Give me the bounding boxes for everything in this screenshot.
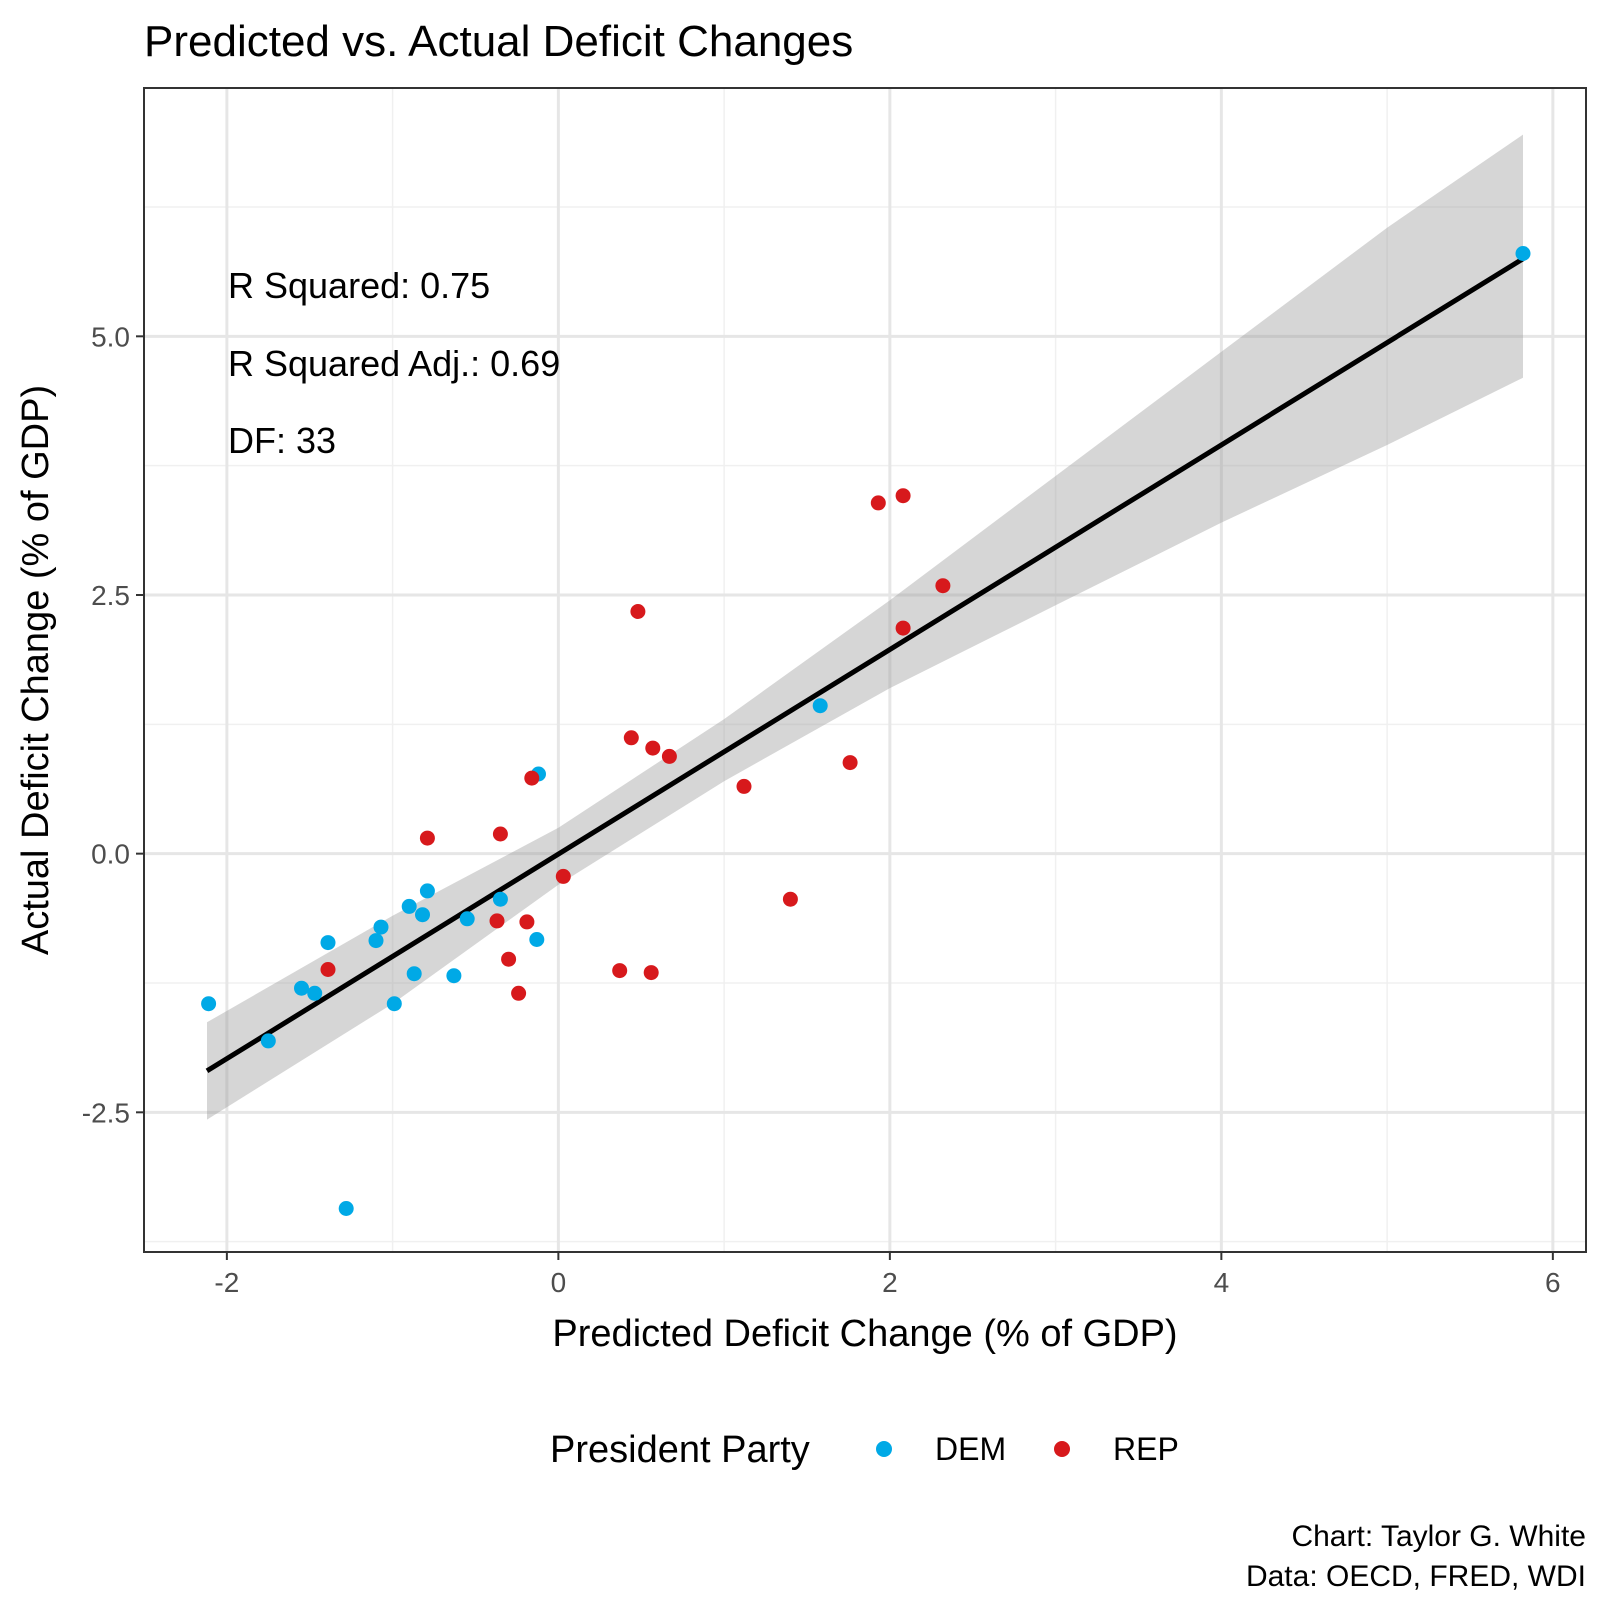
- point-rep: [842, 755, 858, 771]
- point-rep: [419, 830, 435, 846]
- point-rep: [492, 826, 508, 842]
- point-dem: [368, 933, 384, 949]
- point-dem: [320, 935, 336, 951]
- point-rep: [643, 965, 659, 981]
- point-dem: [415, 907, 430, 923]
- grid-lines: [144, 88, 1586, 1252]
- y-tick-label: 5.0: [91, 321, 130, 352]
- plot-panel: [143, 87, 1587, 1253]
- point-rep: [320, 962, 336, 977]
- point-dem: [406, 966, 422, 982]
- x-tick-label: 6: [1545, 1267, 1561, 1298]
- caption-data-source: Data: OECD, FRED, WDI: [1246, 1560, 1586, 1593]
- confidence-band-layer: [207, 134, 1523, 1120]
- x-axis-ticks: -2 0 2 4 6: [214, 1252, 1561, 1298]
- confidence-band: [207, 134, 1523, 1120]
- x-tick-label: 0: [551, 1267, 567, 1298]
- annotation-r-squared-adj: R Squared Adj.: 0.69: [228, 343, 560, 384]
- point-dem: [812, 698, 828, 714]
- points-layer: [201, 246, 1531, 1216]
- point-dem: [1515, 246, 1531, 261]
- fit-statistics: R Squared: 0.75 R Squared Adj.: 0.69 DF:…: [228, 265, 560, 461]
- point-dem: [492, 891, 508, 907]
- point-rep: [736, 778, 752, 794]
- annotation-r-squared: R Squared: 0.75: [228, 265, 490, 306]
- legend-rep-marker: [1054, 1441, 1070, 1457]
- chart-title: Predicted vs. Actual Deficit Changes: [144, 17, 853, 66]
- point-rep: [782, 891, 798, 907]
- point-rep: [895, 620, 911, 636]
- point-rep: [555, 868, 571, 884]
- fit-line-layer: [205, 256, 1525, 1074]
- x-tick-label: 2: [882, 1267, 898, 1298]
- regression-line: [205, 256, 1525, 1074]
- point-dem: [401, 898, 417, 914]
- legend-dem-label: DEM: [935, 1431, 1006, 1467]
- point-dem: [386, 996, 402, 1012]
- point-rep: [524, 770, 540, 786]
- y-tick-label: 0.0: [91, 839, 130, 870]
- caption-chart-credit: Chart: Taylor G. White: [1291, 1520, 1586, 1553]
- annotation-df: DF: 33: [228, 420, 336, 461]
- y-axis-title: Actual Deficit Change (% of GDP): [15, 385, 57, 955]
- point-rep: [645, 740, 661, 756]
- y-tick-label: 2.5: [91, 580, 130, 611]
- point-dem: [338, 1201, 354, 1216]
- point-rep: [935, 578, 951, 594]
- point-dem: [459, 911, 475, 927]
- legend-dem-marker: [876, 1441, 892, 1457]
- legend-rep-label: REP: [1113, 1431, 1179, 1467]
- point-rep: [630, 604, 646, 619]
- point-rep: [623, 730, 639, 746]
- point-dem: [373, 919, 389, 935]
- point-dem: [260, 1033, 276, 1049]
- point-rep: [501, 951, 517, 967]
- point-rep: [870, 495, 886, 511]
- plot-panel-background: [144, 88, 1586, 1252]
- point-dem: [419, 883, 435, 899]
- point-rep: [895, 488, 911, 504]
- point-dem: [446, 968, 462, 984]
- plot-panel-border: [143, 87, 1587, 1253]
- point-rep: [612, 963, 628, 979]
- point-rep: [511, 985, 527, 1001]
- point-dem: [201, 996, 217, 1012]
- x-tick-label: 4: [1214, 1267, 1230, 1298]
- x-axis-title: Predicted Deficit Change (% of GDP): [552, 1313, 1177, 1355]
- point-dem: [307, 985, 323, 1001]
- y-axis-ticks: -2.5 0.0 2.5 5.0: [82, 321, 144, 1128]
- point-rep: [519, 914, 535, 930]
- legend-title: President Party: [550, 1429, 810, 1471]
- x-tick-label: -2: [214, 1267, 239, 1298]
- point-rep: [661, 748, 677, 764]
- point-dem: [294, 980, 309, 996]
- y-tick-label: -2.5: [82, 1097, 130, 1128]
- legend: President Party DEM REP: [550, 1429, 1179, 1471]
- point-dem: [529, 932, 545, 947]
- point-rep: [489, 913, 505, 929]
